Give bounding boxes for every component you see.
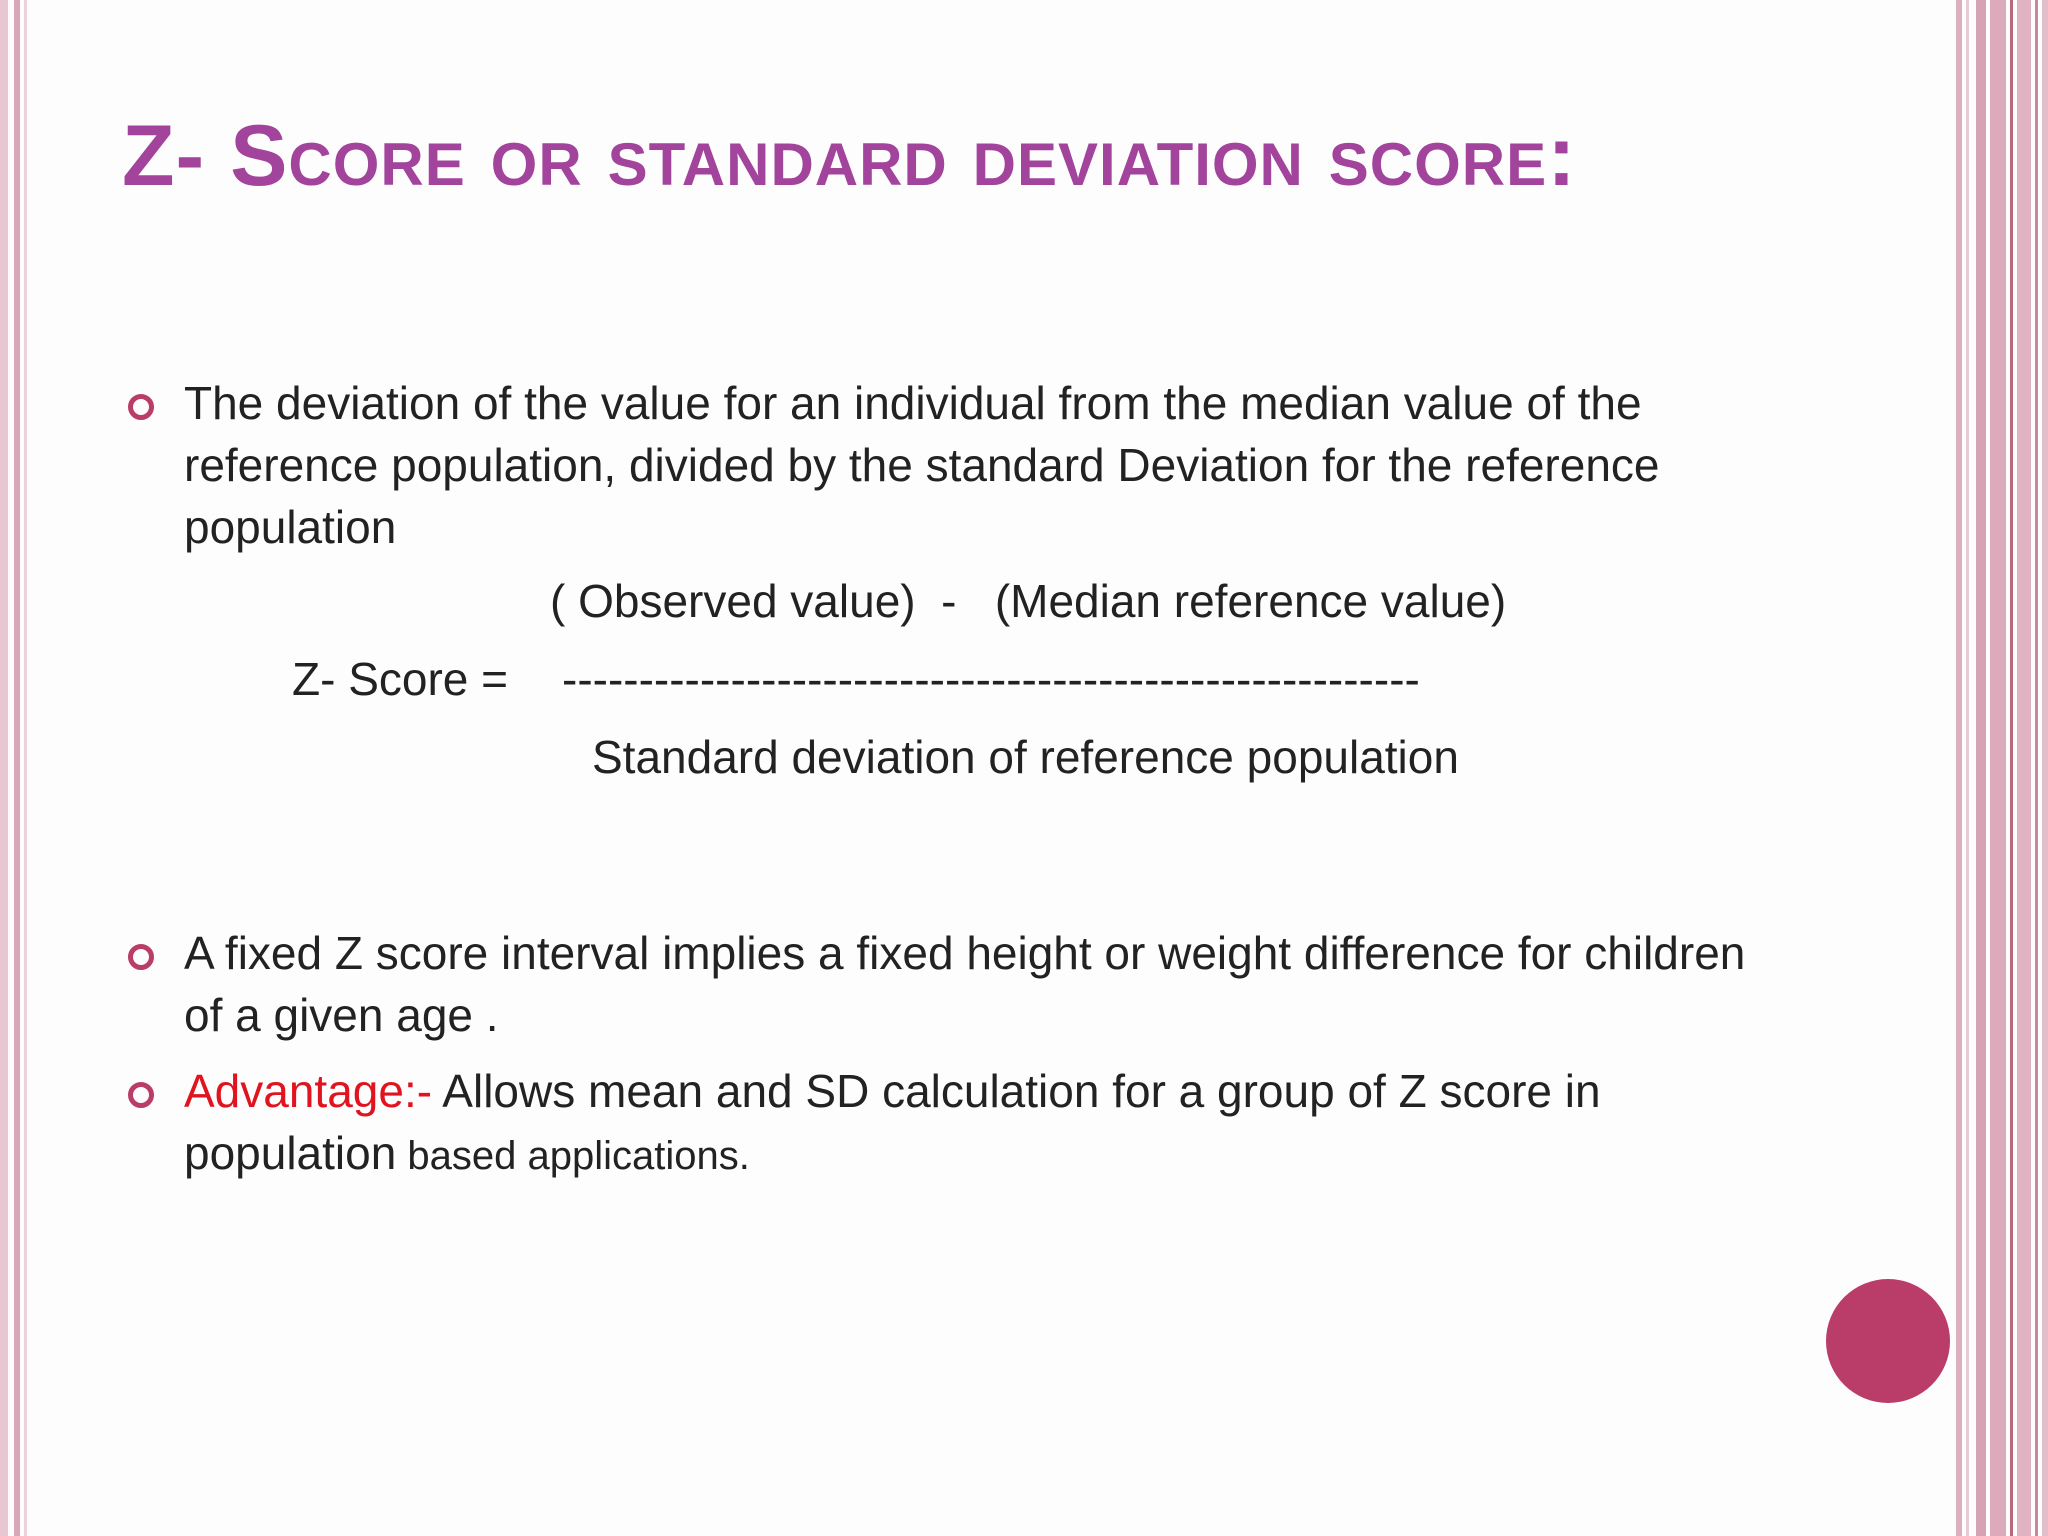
bullet-text: The deviation of the value for an indivi… — [184, 377, 1660, 553]
z-score-formula: ( Observed value) - (Median reference va… — [122, 570, 1762, 810]
bullet-circle-icon — [128, 944, 154, 970]
bullet-circle-icon — [128, 394, 154, 420]
right-border-stripe — [2010, 0, 2013, 1536]
right-border-stripe — [2035, 0, 2038, 1536]
bullet-text: Allows mean and SD calculation for a gro… — [184, 1065, 1601, 1179]
left-border-stripe — [24, 0, 27, 1536]
formula-numerator: ( Observed value) - (Median reference va… — [550, 575, 1507, 627]
slide-title: Z- Score or standard deviation score: — [122, 108, 1577, 204]
advantage-label: Advantage:- — [184, 1065, 433, 1117]
right-border-stripe — [1956, 0, 1962, 1536]
formula-denominator: Standard deviation of reference populati… — [592, 731, 1459, 783]
formula-lhs: Z- Score = — [292, 653, 509, 705]
left-border-stripe — [0, 0, 8, 1536]
left-border-stripe — [14, 0, 20, 1536]
right-border-stripe — [1990, 0, 2006, 1536]
right-border-stripe — [1976, 0, 1986, 1536]
bullet-item-definition: The deviation of the value for an indivi… — [122, 372, 1762, 558]
right-border-stripe — [2017, 0, 2031, 1536]
right-border-stripe — [1966, 0, 1969, 1536]
bullet-text: A fixed Z score interval implies a fixed… — [184, 927, 1746, 1041]
right-border-frame — [1956, 0, 2048, 1536]
decorative-circle — [1826, 1279, 1950, 1403]
bullet-text-small: based applications. — [396, 1134, 750, 1178]
slide-content: The deviation of the value for an indivi… — [122, 372, 1762, 1187]
formula-divider: ----------------------------------------… — [562, 653, 1420, 705]
bullet-item-interval: A fixed Z score interval implies a fixed… — [122, 922, 1762, 1046]
bullet-circle-icon — [128, 1082, 154, 1108]
right-border-stripe — [2042, 0, 2048, 1536]
bullet-item-advantage: Advantage:- Allows mean and SD calculati… — [122, 1060, 1762, 1187]
